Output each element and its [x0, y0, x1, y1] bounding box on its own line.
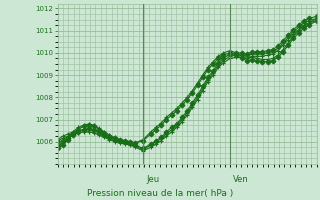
Text: Jeu: Jeu [146, 175, 159, 184]
Text: Pression niveau de la mer( hPa ): Pression niveau de la mer( hPa ) [87, 189, 233, 198]
Text: Ven: Ven [233, 175, 249, 184]
